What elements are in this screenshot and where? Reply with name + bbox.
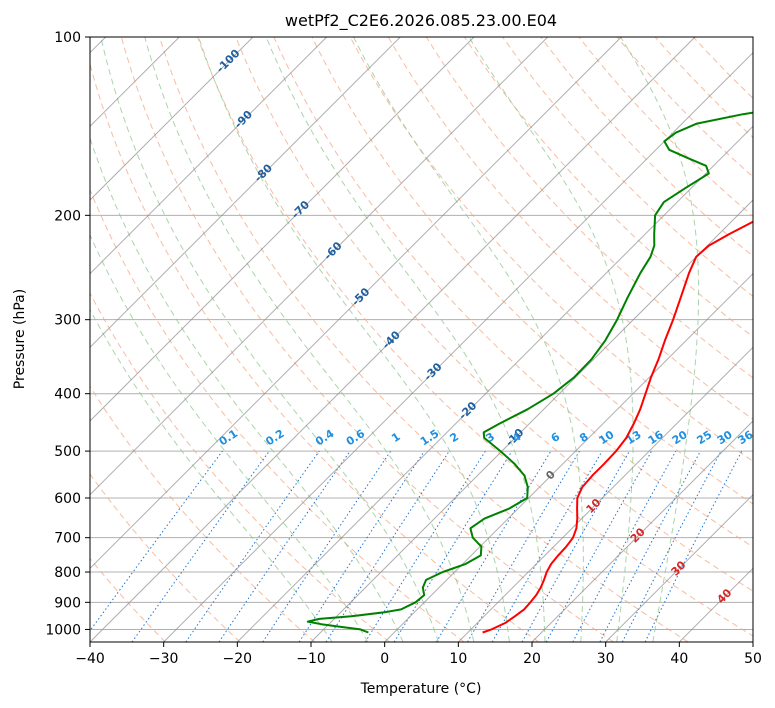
plot-frame [89,36,754,643]
x-tick-label: 30 [597,651,615,667]
y-tick-label: 600 [54,491,81,507]
isotherm-line [236,125,753,642]
moist-adiabat [198,37,510,642]
dry-adiabat [311,37,753,505]
isotherm-line [90,37,328,275]
mixing-ratio-line [131,450,270,642]
dry-adiabat [502,37,753,298]
moist-adiabat [100,37,439,642]
dry-adiabat [387,37,753,420]
dry-adiabat [120,37,614,642]
mixing-ratio-line [572,450,677,642]
isotherm-line [752,641,753,642]
mixing-ratio-line [325,450,450,642]
isotherm-line [90,37,475,422]
series-line-temperature [482,220,753,634]
dry-adiabat [159,37,689,642]
dry-adiabats [90,37,753,642]
mixing-ratio-line [521,450,630,642]
x-tick-label: −40 [75,651,105,667]
y-tick-label: 100 [54,30,81,46]
dry-adiabat [464,37,753,338]
x-tick-label: −20 [223,651,253,667]
plot-background [90,37,753,642]
x-axis-ticks: −40 −30 −20 −10 0 10 20 30 40 50 [75,642,762,667]
mixing-ratio-line [218,450,351,642]
dry-adiabat [90,62,540,642]
moist-adiabat [90,233,369,642]
dry-adiabat [90,292,390,642]
x-tick-label: 50 [744,651,762,667]
x-tick-label: 10 [449,651,467,667]
isotherm-line [90,37,549,496]
x-tick-label: −10 [296,651,326,667]
moist-adiabat [265,37,546,642]
pressure-gridlines [90,37,753,630]
mixing-ratio-line [185,450,320,642]
moist-adiabat [90,136,404,642]
x-tick-label: 0 [380,651,389,667]
y-tick-label: 700 [54,531,81,547]
y-tick-label: 500 [54,444,81,460]
y-tick-label: 200 [54,208,81,224]
moist-adiabat [90,308,333,642]
moist-adiabat [620,37,700,642]
series-line-dewpoint [306,111,753,634]
x-axis-label: Temperature (°C) [360,681,482,697]
dry-adiabat [425,37,753,379]
y-axis-ticks: 100 200 300 400 500 600 700 800 900 1000 [45,30,90,638]
mixing-ratio-lines [90,450,743,642]
dry-adiabat [273,37,753,548]
x-tick-label: 40 [670,651,688,667]
mixing-ratio-line [90,450,223,632]
isotherm-line [90,37,254,201]
isotherm-line [90,37,696,642]
x-tick-label: 20 [523,651,541,667]
isotherm-line [310,199,753,642]
chart-title: wetPf2_C2E6.2026.085.23.00.E04 [285,11,557,31]
x-tick-label: −30 [149,651,179,667]
moist-adiabat [144,37,475,642]
dry-adiabat [90,188,465,642]
y-tick-label: 900 [54,595,81,611]
isotherm-line [384,272,753,642]
moist-adiabat [353,37,584,642]
isotherm-line [605,493,753,642]
y-axis-label: Pressure (hPa) [12,289,28,389]
y-tick-label: 300 [54,313,81,329]
dry-adiabat [90,473,241,642]
y-tick-label: 800 [54,565,81,581]
mixing-ratio-line [262,450,392,642]
isotherm-line [531,420,753,642]
mixing-ratio-line [644,450,743,642]
y-tick-label: 400 [54,387,81,403]
y-tick-label: 1000 [45,622,81,638]
dry-adiabat [90,385,316,642]
isotherm-line [90,37,622,570]
dry-adiabat [235,37,753,592]
dry-adiabat [349,37,753,462]
profile-series [306,111,753,634]
mixing-ratio-line [545,450,653,642]
isotherm-line [457,346,753,642]
mixing-ratio-line [298,450,425,642]
mixing-ratio-line [393,450,513,642]
mixing-ratio-label: 36 [736,428,756,447]
isotherm-line [90,37,401,349]
